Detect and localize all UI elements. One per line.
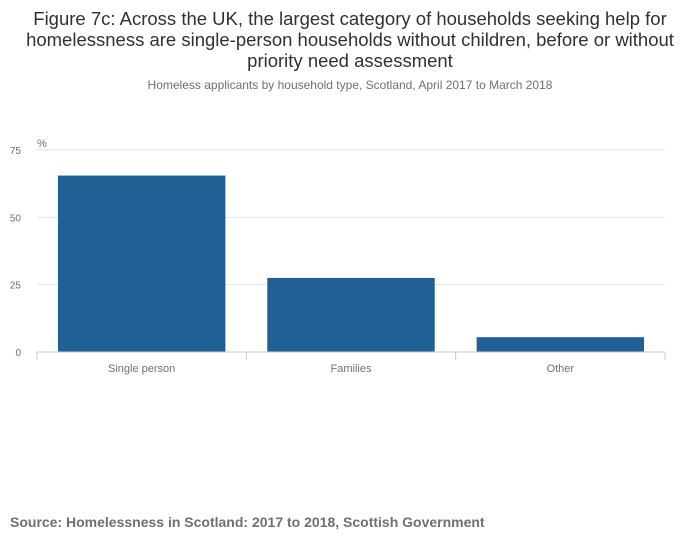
y-tick-label: 0 (15, 348, 21, 359)
x-axis-tick-labels: Single person Families Other (108, 363, 574, 375)
y-tick-label: 50 (10, 213, 22, 224)
bar-single-person (57, 175, 226, 352)
y-axis-unit-label: % (37, 138, 47, 150)
bars (57, 175, 645, 352)
y-tick-label: 75 (10, 146, 22, 157)
x-axis (36, 351, 666, 360)
y-tick-label: 25 (10, 281, 22, 292)
chart-title: Figure 7c: Across the UK, the largest ca… (26, 8, 674, 71)
source-note: Source: Homelessness in Scotland: 2017 t… (10, 514, 485, 530)
bar-other (476, 337, 645, 352)
chart-subtitle: Homeless applicants by household type, S… (147, 78, 553, 92)
x-tick-label: Other (547, 363, 575, 375)
x-tick-label: Single person (108, 363, 175, 375)
y-axis-ticks: 0 25 50 75 (10, 146, 22, 359)
x-tick-label: Families (331, 363, 372, 375)
bar-families (267, 277, 435, 352)
